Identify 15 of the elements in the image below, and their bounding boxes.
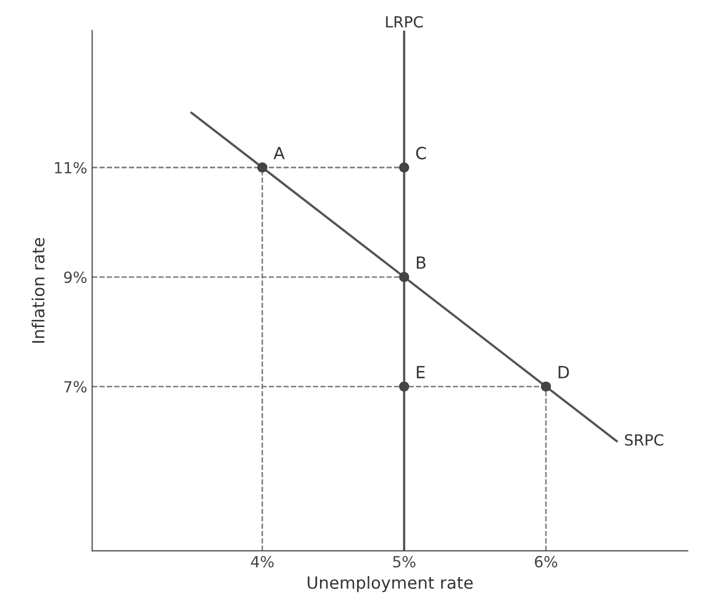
annotation: D	[558, 366, 569, 378]
x-axis-title: Unemployment rate	[308, 576, 473, 592]
y-tick-label: 11%	[55, 162, 86, 174]
x-tick-label: 6%	[534, 556, 558, 568]
annotation: A	[274, 147, 285, 160]
y-axis-title: Inflation rate	[32, 238, 45, 343]
series-label: LRPC	[386, 16, 423, 28]
y-tick-label: 9%	[64, 271, 86, 284]
annotation: E	[416, 366, 425, 378]
annotation: C	[416, 146, 426, 160]
x-tick-label: 5%	[393, 556, 416, 568]
series-label: SRPC	[624, 434, 664, 446]
y-tick-label: 7%	[64, 380, 86, 393]
x-tick-label: 4%	[250, 556, 274, 568]
annotation: B	[416, 256, 426, 269]
